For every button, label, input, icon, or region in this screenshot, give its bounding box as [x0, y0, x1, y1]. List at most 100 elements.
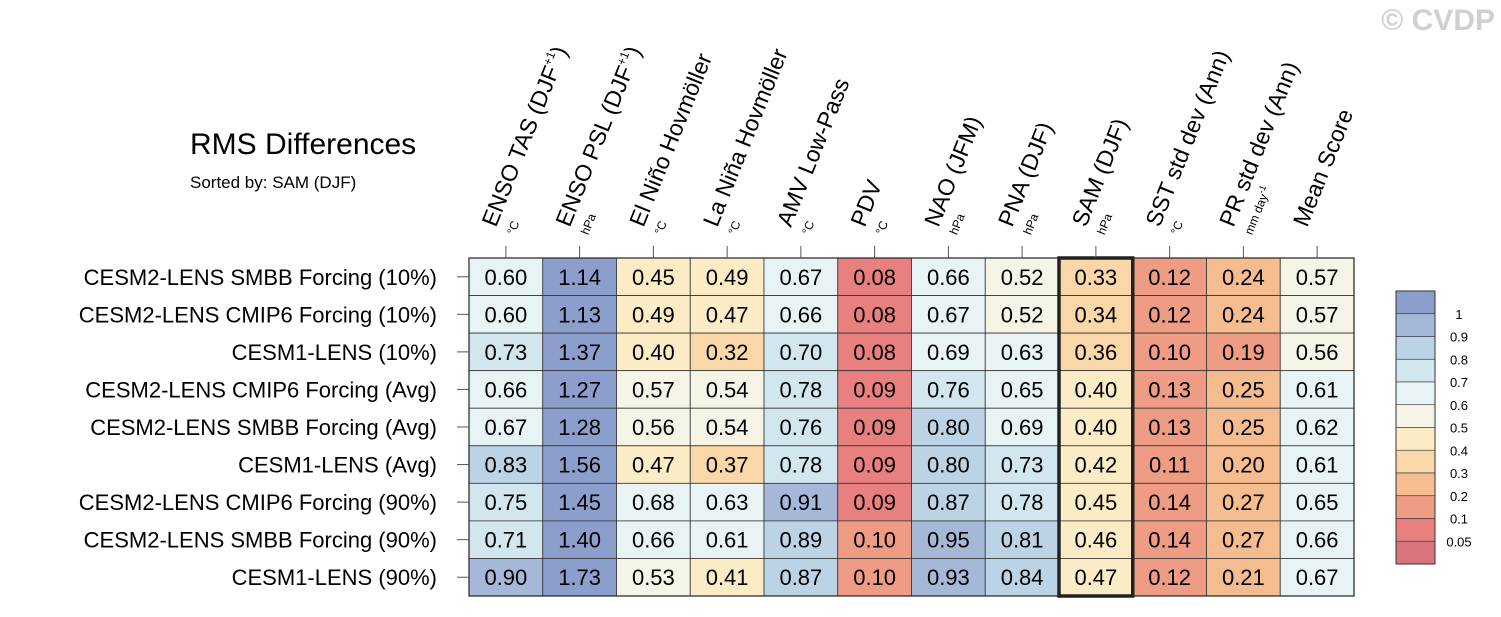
cell-value: 0.09: [853, 453, 896, 478]
colorbar-segment: [1395, 358, 1436, 383]
cell-value: 1.56: [558, 453, 601, 478]
column-unit: °C: [725, 219, 743, 237]
colorbar-label: 0.7: [1450, 375, 1468, 390]
column-unit: hPa: [578, 211, 599, 236]
colorbar-segment: [1395, 427, 1436, 451]
cell-value: 0.61: [1296, 453, 1339, 478]
column-label: NAO (JFM): [919, 112, 987, 230]
heatmap-cell: [1206, 520, 1281, 559]
column-header: PDV°C: [845, 176, 891, 237]
cell-value: 0.66: [927, 265, 970, 290]
colorbar-segment: [1395, 495, 1436, 519]
colorbar-label: 1: [1455, 307, 1462, 322]
cell-value: 0.52: [1001, 302, 1044, 327]
colorbar-segment: [1395, 313, 1436, 337]
column-header: Mean Score: [1288, 105, 1359, 230]
row-label: CESM2-LENS CMIP6 Forcing (10%): [79, 302, 437, 327]
column-unit-text: °C: [799, 219, 817, 237]
cell-value: 0.25: [1222, 415, 1265, 440]
cell-value: 0.34: [1074, 302, 1117, 327]
column-unit-superscript: -1: [1256, 184, 1268, 195]
column-unit: hPa: [1020, 211, 1041, 236]
heatmap-cell: [1132, 407, 1207, 447]
cell-value: 0.13: [1148, 415, 1191, 440]
colorbar-label: 0.2: [1450, 489, 1468, 504]
cell-value: 0.54: [706, 377, 749, 402]
cell-value: 0.61: [1296, 377, 1339, 402]
cell-value: 0.49: [706, 265, 749, 290]
heatmap-cell: [1132, 332, 1207, 372]
column-unit-text: hPa: [1020, 211, 1041, 236]
column-header: PNA (DJF)hPa: [993, 118, 1058, 236]
cell-value: 0.45: [1074, 490, 1117, 515]
heatmap-cell: [542, 445, 617, 484]
colorbar-border: [1395, 290, 1436, 565]
column-label-text: NAO (JFM): [919, 112, 987, 230]
colorbar-label: 0.1: [1450, 512, 1468, 527]
heatmap-cell: [984, 257, 1060, 296]
colorbar-label: 0.8: [1450, 352, 1468, 367]
heatmap-cell: [689, 558, 765, 597]
column-unit-text: °C: [725, 219, 743, 237]
cell-value: 0.10: [853, 528, 896, 553]
cell-value: 0.71: [484, 528, 527, 553]
heatmap-cell: [763, 445, 839, 484]
cell-value: 0.25: [1222, 377, 1265, 402]
cell-value: 0.53: [632, 565, 675, 590]
heatmap-cell: [837, 482, 912, 522]
cell-value: 0.14: [1148, 490, 1191, 515]
row-label: CESM1-LENS (10%): [232, 340, 437, 365]
colorbar-label: 0.05: [1446, 534, 1471, 549]
cell-value: 0.11: [1149, 453, 1190, 478]
column-label-text: PNA (DJF): [993, 118, 1058, 230]
cell-value: 0.76: [927, 377, 970, 402]
cell-value: 0.20: [1222, 453, 1265, 478]
heatmap-cell: [1058, 482, 1134, 522]
cell-value: 0.66: [779, 302, 822, 327]
heatmap-cell: [616, 332, 691, 372]
heatmap-cell: [542, 370, 617, 409]
cell-value: 0.57: [632, 377, 675, 402]
column-unit-text: hPa: [1094, 211, 1115, 236]
heatmap-cell: [984, 520, 1060, 559]
column-unit-text: hPa: [947, 211, 968, 236]
heatmap-cell: [984, 407, 1060, 447]
row-label: CESM2-LENS SMBB Forcing (90%): [84, 528, 437, 553]
heatmap-cell: [1279, 520, 1355, 559]
heatmap-cell: [984, 558, 1060, 597]
column-label: Mean Score: [1288, 105, 1359, 230]
heatmap-cell: [468, 332, 544, 372]
cell-value: 0.65: [1001, 377, 1044, 402]
cell-value: 1.45: [558, 490, 601, 515]
column-label-text: SAM (DJF): [1066, 115, 1133, 230]
cell-value: 0.61: [706, 528, 749, 553]
column-label: PNA (DJF): [993, 118, 1058, 230]
cell-value: 0.10: [1148, 340, 1191, 365]
cell-value: 0.78: [779, 377, 822, 402]
heatmap-cell: [1058, 295, 1134, 334]
heatmap-cell: [1206, 558, 1281, 597]
heatmap-cell: [1279, 482, 1355, 522]
cell-value: 0.12: [1148, 265, 1191, 290]
heatmap-cell: [837, 445, 912, 484]
heatmap-cell: [763, 370, 839, 409]
cell-value: 0.91: [779, 490, 822, 515]
column-unit: °C: [504, 219, 522, 237]
cell-value: 0.81: [1001, 528, 1044, 553]
cell-value: 0.57: [1296, 302, 1339, 327]
cell-value: 0.62: [1296, 415, 1339, 440]
column-label-text: AMV Low-Pass: [771, 74, 854, 230]
column-unit-text: hPa: [578, 211, 599, 236]
cell-value: 0.66: [1296, 528, 1339, 553]
heatmap-cell: [542, 257, 617, 296]
cell-value: 0.52: [1001, 265, 1044, 290]
colorbar-label: 0.3: [1450, 466, 1468, 481]
column-label: SAM (DJF): [1066, 115, 1133, 230]
heatmap-cell: [689, 482, 765, 522]
column-label-superscript: +1: [614, 49, 632, 67]
column-unit: °C: [652, 219, 670, 237]
cell-value: 0.73: [1001, 453, 1044, 478]
colorbar-segment: [1395, 540, 1436, 565]
column-label: AMV Low-Pass: [771, 74, 854, 230]
cell-value: 0.09: [853, 377, 896, 402]
